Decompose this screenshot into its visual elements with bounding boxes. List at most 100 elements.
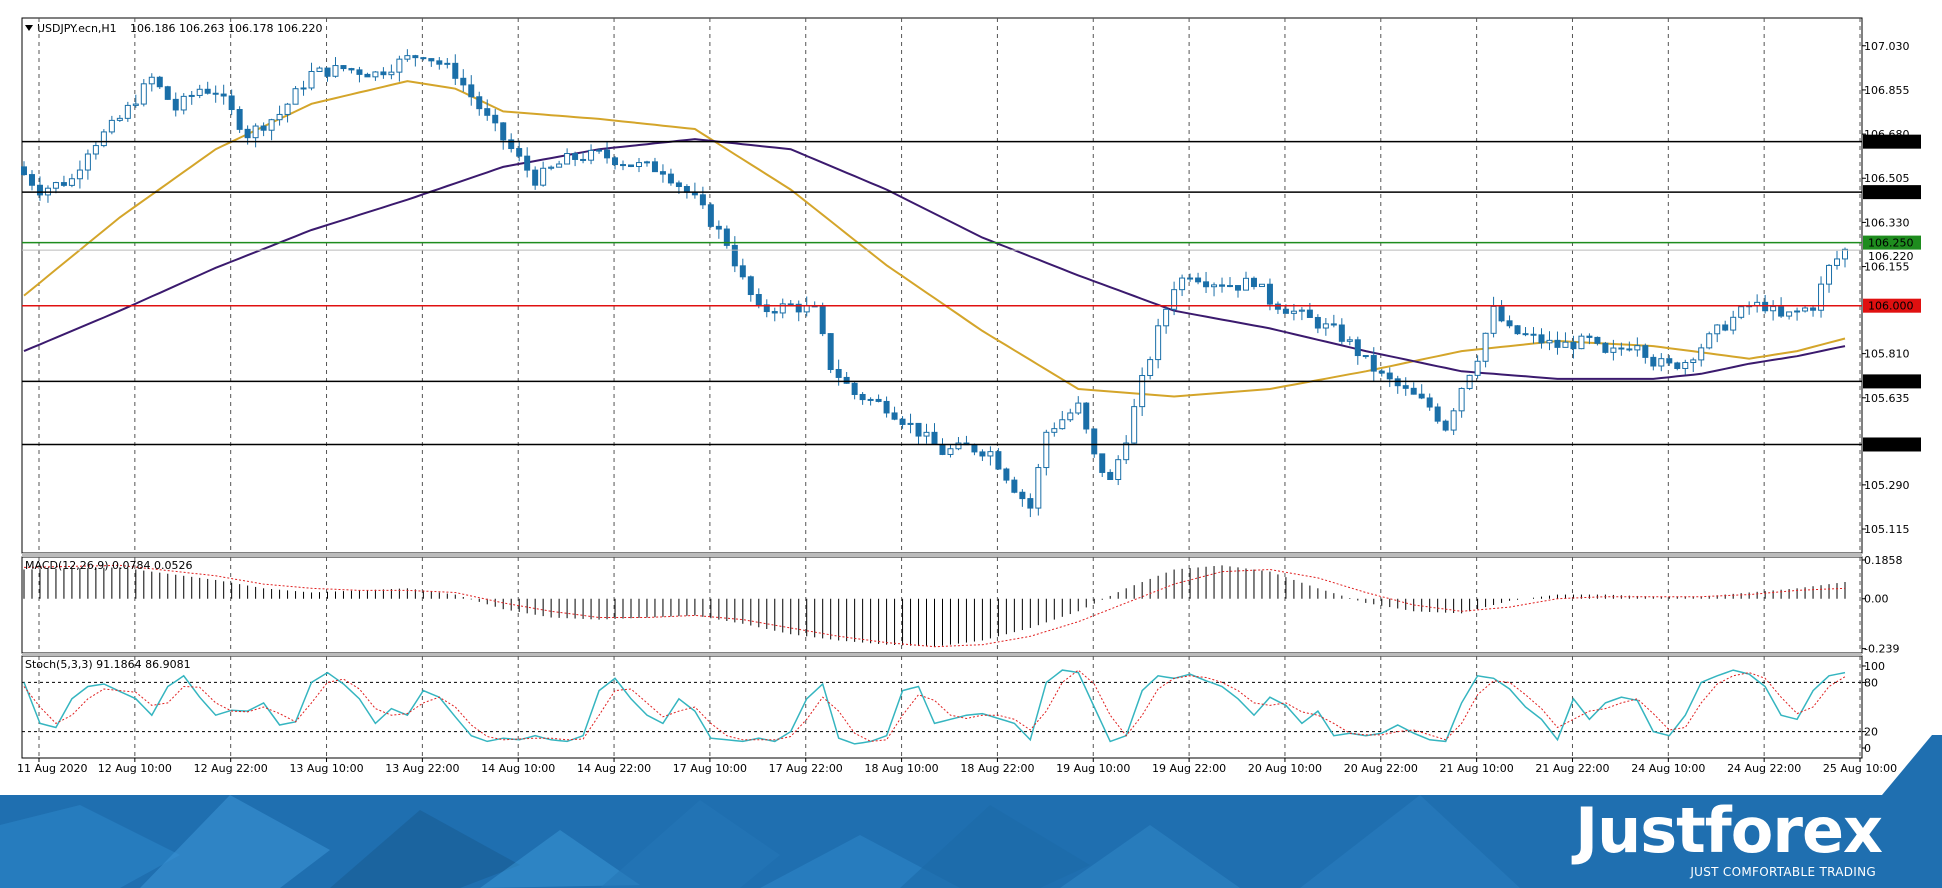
candle-body: [995, 451, 1002, 470]
candle-body: [196, 88, 203, 96]
candle-body: [715, 225, 722, 230]
candle-body: [140, 83, 147, 105]
x-axis-label: 21 Aug 10:00: [1440, 762, 1514, 775]
candle-body: [1219, 284, 1226, 287]
candle-body: [180, 95, 187, 111]
candle-body: [1522, 333, 1529, 336]
candle-body: [580, 158, 587, 161]
candle-body: [460, 77, 467, 86]
candle-body: [1227, 285, 1234, 288]
candle-body: [564, 153, 571, 165]
candle-body: [220, 93, 227, 97]
candle-body: [484, 108, 491, 116]
stoch-main-line: [23, 669, 1846, 745]
candle-body: [1538, 334, 1545, 344]
candle-body: [388, 71, 395, 76]
candle-body: [1794, 310, 1801, 313]
candle-body: [915, 422, 922, 437]
candle-body: [492, 114, 499, 124]
candle-body: [604, 149, 611, 159]
candle-body: [1826, 264, 1833, 285]
moving-average-line: [23, 80, 1846, 398]
candle-body: [204, 88, 211, 94]
chart-symbol: USDJPY.ecn,H1: [37, 22, 117, 35]
x-axis-label: 17 Aug 22:00: [769, 762, 843, 775]
y-axis-label: 105.115: [1864, 523, 1910, 536]
brand-logo: Justforex JUST COMFORTABLE TRADING: [1562, 794, 1883, 888]
candle-body: [779, 303, 786, 314]
candle-body: [1091, 428, 1098, 455]
candle-body: [1786, 311, 1793, 317]
stoch-signal-line: [23, 669, 1846, 742]
candle-body: [771, 311, 778, 314]
y-axis-label: 105.290: [1864, 479, 1910, 492]
candle-body: [859, 393, 866, 401]
candle-body: [188, 94, 195, 97]
level-price-label: 105.700: [1868, 375, 1914, 388]
candle-body: [468, 84, 475, 98]
candle-body: [867, 398, 874, 401]
candle-body: [1266, 283, 1273, 305]
x-axis-label: 24 Aug 22:00: [1727, 762, 1801, 775]
candle-body: [1099, 453, 1106, 473]
candle-body: [284, 103, 291, 115]
candle-body: [1674, 362, 1681, 369]
candle-body: [132, 103, 139, 106]
macd-axis-label: 0.00: [1864, 593, 1889, 606]
candle-body: [1810, 307, 1817, 311]
level-price-tag: [1863, 134, 1921, 149]
candle-body: [116, 117, 123, 121]
candle-body: [1434, 406, 1441, 422]
candle-body: [532, 169, 539, 186]
candle-body: [52, 182, 59, 189]
y-axis-label: 107.030: [1864, 40, 1910, 53]
candle-body: [1059, 419, 1066, 430]
candle-body: [164, 86, 171, 100]
candle-body: [1282, 308, 1289, 314]
candle-body: [723, 228, 730, 246]
candle-body: [76, 169, 83, 180]
candle-body: [1163, 308, 1170, 327]
candle-body: [683, 186, 690, 193]
candle-body: [380, 71, 387, 76]
candle-body: [260, 125, 267, 131]
candle-body: [795, 303, 802, 313]
candle-body: [731, 244, 738, 267]
brand-name: Justforex: [1575, 794, 1883, 867]
candle-body: [572, 153, 579, 160]
candle-body: [236, 109, 243, 130]
candle-body: [412, 55, 419, 59]
candle-body: [1362, 355, 1369, 358]
candle-body: [300, 87, 307, 90]
candle-body: [1314, 316, 1321, 329]
candle-body: [891, 412, 898, 420]
candle-body: [851, 382, 858, 395]
candle-body: [364, 73, 371, 78]
candle-body: [875, 398, 882, 402]
candle-body: [1290, 310, 1297, 314]
stoch-title: Stoch(5,3,3) 91.1864 86.9081: [25, 658, 191, 671]
candle-body: [955, 442, 962, 450]
candle-body: [100, 131, 107, 147]
candle-body: [1235, 285, 1241, 291]
candle-body: [931, 431, 938, 445]
y-axis-label: 106.155: [1864, 261, 1910, 274]
brand-tagline: JUST COMFORTABLE TRADING: [1690, 865, 1876, 879]
candle-body: [1051, 428, 1058, 433]
candle-body: [84, 153, 91, 171]
candle-body: [1027, 498, 1034, 509]
candle-body: [1682, 361, 1689, 369]
candle-body: [1083, 402, 1090, 430]
candle-body: [1035, 467, 1042, 509]
candle-body: [1594, 336, 1601, 344]
footer-background: [0, 795, 1942, 888]
candle-body: [907, 422, 914, 425]
candle-body: [1147, 359, 1154, 377]
candle-body: [659, 171, 666, 175]
candle-body: [308, 70, 315, 89]
candle-body: [1586, 335, 1593, 338]
candle-body: [436, 60, 443, 65]
candle-body: [612, 157, 619, 166]
candle-body: [1211, 284, 1218, 288]
